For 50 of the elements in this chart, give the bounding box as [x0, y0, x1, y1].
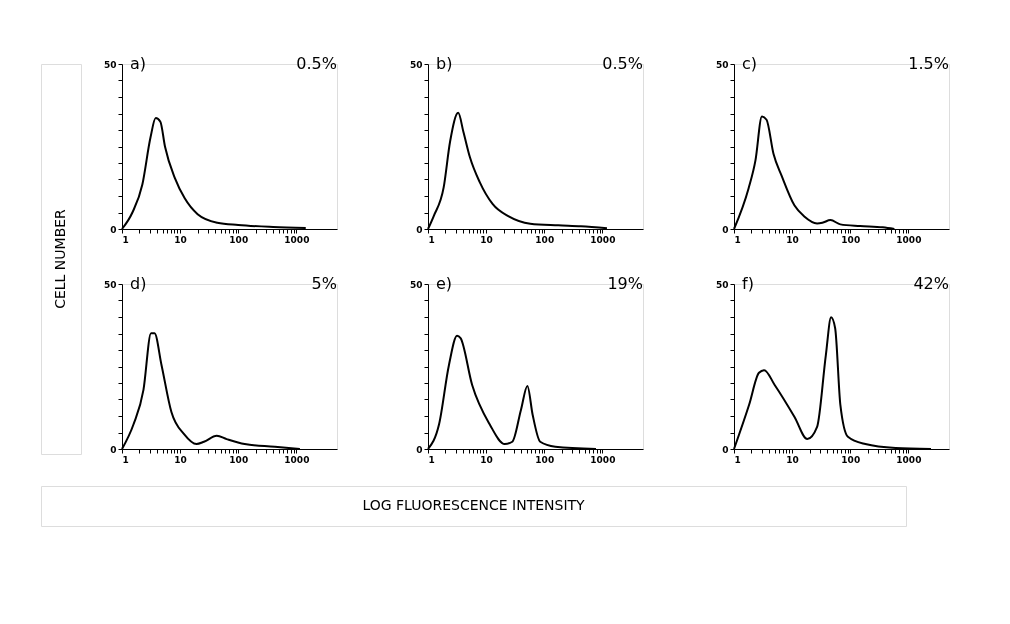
y-axis-title: CELL NUMBER: [52, 208, 68, 309]
x-tick-label: 10: [480, 454, 493, 465]
x-tick-label: 10: [480, 234, 493, 245]
y-tick-label: 50: [103, 59, 117, 70]
annotation: c): [742, 54, 758, 73]
x-tick-label: 100: [229, 454, 249, 465]
x-tick-label: 1: [428, 234, 435, 245]
y-tick-label: 50: [715, 59, 729, 70]
annotation: e): [436, 274, 453, 293]
y-tick-label: 50: [409, 279, 423, 290]
x-tick-label: 1000: [896, 234, 922, 245]
x-tick-label: 1000: [896, 454, 922, 465]
x-tick-label: 10: [786, 234, 799, 245]
y-tick-label: 50: [715, 279, 729, 290]
annotation: 42%: [913, 274, 949, 293]
x-tick-label: 100: [229, 234, 249, 245]
x-tick-label: 1000: [284, 454, 310, 465]
y-tick-label: 50: [409, 59, 423, 70]
x-tick-label: 1: [734, 234, 741, 245]
y-tick-label: 0: [110, 224, 117, 235]
x-tick-label: 1000: [590, 454, 616, 465]
x-tick-label: 1: [122, 454, 129, 465]
x-tick-label: 1000: [284, 234, 310, 245]
annotation: 0.5%: [296, 54, 337, 73]
x-tick-label: 10: [174, 234, 187, 245]
x-tick-label: 100: [841, 454, 861, 465]
y-tick-label: 50: [103, 279, 117, 290]
x-tick-label: 100: [535, 234, 555, 245]
y-tick-label: 0: [722, 444, 729, 455]
x-tick-label: 10: [786, 454, 799, 465]
y-tick-label: 0: [416, 444, 423, 455]
annotation: 1.5%: [908, 54, 949, 73]
x-tick-label: 100: [535, 454, 555, 465]
x-tick-label: 10: [174, 454, 187, 465]
y-tick-label: 0: [416, 224, 423, 235]
annotation: a): [130, 54, 147, 73]
annotation: b): [436, 54, 453, 73]
annotation: f): [742, 274, 754, 293]
x-tick-label: 1: [734, 454, 741, 465]
x-tick-label: 1: [122, 234, 129, 245]
x-tick-label: 100: [841, 234, 861, 245]
annotation: 5%: [311, 274, 337, 293]
annotation: 19%: [607, 274, 643, 293]
y-tick-label: 0: [110, 444, 117, 455]
x-axis-title: LOG FLUORESCENCE INTENSITY: [362, 497, 586, 513]
x-tick-label: 1000: [590, 234, 616, 245]
y-tick-label: 0: [722, 224, 729, 235]
x-tick-label: 1: [428, 454, 435, 465]
annotation: 0.5%: [602, 54, 643, 73]
annotation: d): [130, 274, 147, 293]
